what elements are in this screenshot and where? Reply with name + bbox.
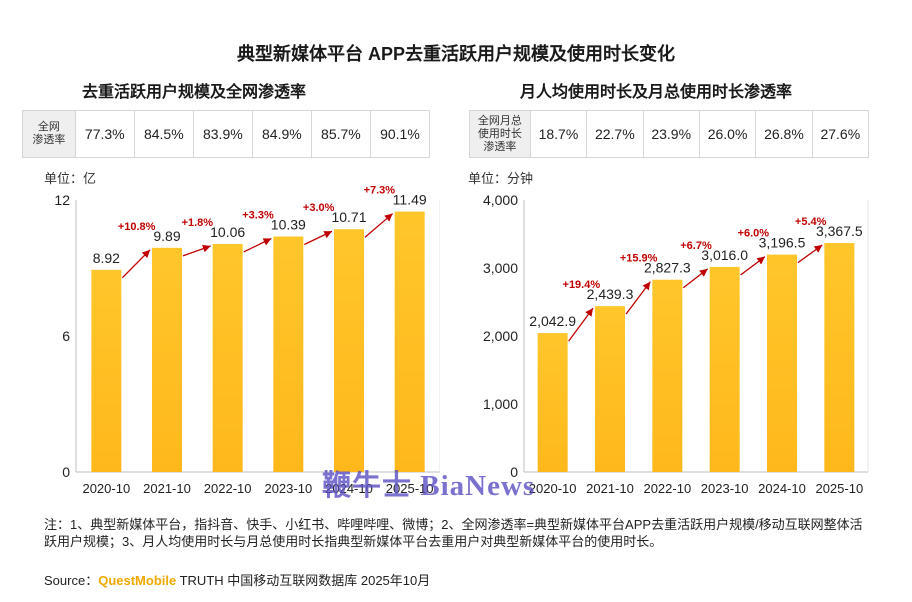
left-chart-subtitle: 去重活跃用户规模及全网渗透率	[82, 84, 307, 101]
left-penetration-value: 85.7%	[310, 111, 370, 157]
source-prefix: Source：	[44, 573, 99, 588]
x-tick-label: 2023-10	[701, 481, 749, 496]
growth-arrow	[243, 237, 272, 253]
right-bar-chart: 0 1,000 2,000 3,000 4,000 2,042.9 2020-10 2,439…	[483, 192, 869, 496]
footnote: 注：1、典型新媒体平台，指抖音、快手、小红书、哔哩哔哩、微博；2、全网渗透率=典…	[44, 517, 863, 549]
x-tick-label: 2023-10	[264, 481, 312, 496]
left-bar-chart: 0 6 12 8.92 2020-10 9.89 2021-10 10.06 2022-10 10…	[54, 185, 440, 496]
y-tick-label: 4,000	[483, 192, 518, 208]
left-penetration-value: 84.9%	[251, 111, 311, 157]
bar	[394, 211, 425, 472]
bar-value-label: 11.49	[393, 192, 427, 208]
growth-label: +3.3%	[242, 209, 274, 221]
bar	[212, 243, 243, 472]
right-penetration-value: 18.7%	[529, 111, 586, 157]
bar-value-label: 3,367.5	[816, 223, 863, 239]
x-tick-label: 2024-10	[325, 481, 373, 496]
y-tick-label: 1,000	[483, 396, 518, 412]
x-tick-label: 2022-10	[643, 481, 691, 496]
growth-arrow	[740, 256, 766, 276]
bar	[595, 306, 625, 472]
left-penetration-value: 83.9%	[192, 111, 252, 157]
growth-arrow	[182, 244, 211, 257]
x-tick-label: 2021-10	[143, 481, 191, 496]
left-unit-label: 单位：亿	[44, 171, 97, 186]
right-penetration-value: 22.7%	[586, 111, 642, 157]
left-penetration-value: 90.1%	[369, 111, 429, 157]
growth-label: +3.0%	[303, 202, 335, 214]
x-tick-label: 2022-10	[204, 481, 252, 496]
bar-value-label: 2,439.3	[587, 286, 634, 302]
growth-arrow	[364, 213, 394, 238]
growth-label: +19.4%	[563, 279, 601, 291]
bar	[91, 269, 122, 472]
growth-label: +6.7%	[680, 240, 712, 252]
source-line: Source：QuestMobile TRUTH 中国移动互联网数据库 2025…	[44, 570, 430, 589]
growth-arrow	[797, 244, 823, 264]
bar	[537, 333, 568, 472]
right-penetration-value: 23.9%	[642, 111, 699, 157]
bar-value-label: 3,196.5	[759, 235, 806, 251]
right-unit-label: 单位：分钟	[468, 171, 534, 186]
left-penetration-header: 全网 渗透率	[23, 111, 75, 157]
left-penetration-value: 77.3%	[74, 111, 134, 157]
y-tick-label: 0	[510, 464, 518, 480]
y-tick-label: 0	[62, 464, 70, 480]
right-penetration-table: 全网月总 使用时长 渗透率 18.7% 22.7% 23.9% 26.0% 26.8…	[469, 110, 869, 158]
right-chart-subtitle: 月人均使用时长及月总使用时长渗透率	[520, 84, 793, 101]
bar-value-label: 8.92	[93, 250, 120, 266]
growth-label: +1.8%	[182, 217, 214, 229]
right-penetration-value: 27.6%	[811, 111, 868, 157]
growth-arrow	[121, 249, 151, 279]
bar	[152, 247, 182, 472]
growth-arrow	[304, 230, 333, 246]
source-rest: TRUTH 中国移动互联网数据库 2025年10月	[176, 573, 431, 588]
bar-value-label: 2,827.3	[644, 260, 691, 276]
y-tick-label: 2,000	[483, 328, 518, 344]
right-penetration-header: 全网月总 使用时长 渗透率	[470, 111, 530, 157]
bar	[273, 236, 304, 472]
x-tick-label: 2025-10	[815, 481, 863, 496]
x-tick-label: 2025-10	[386, 481, 434, 496]
x-tick-label: 2020-10	[82, 481, 130, 496]
growth-label: +15.9%	[620, 253, 658, 265]
growth-label: +6.0%	[738, 228, 770, 240]
growth-label: +10.8%	[118, 221, 156, 233]
left-penetration-table: 全网 渗透率 77.3% 84.5% 83.9% 84.9% 85.7% 90.1…	[22, 110, 430, 158]
growth-arrow	[625, 281, 651, 315]
watermark-text: 鞭牛士 BiaNews	[322, 470, 536, 502]
y-tick-label: 3,000	[483, 260, 518, 276]
chart-main-title: 典型新媒体平台 APP去重活跃用户规模及使用时长变化	[236, 44, 675, 64]
growth-arrow	[682, 268, 709, 289]
growth-label: +5.4%	[795, 216, 827, 228]
bar-value-label: 10.06	[210, 224, 245, 240]
right-penetration-value: 26.0%	[698, 111, 755, 157]
x-tick-label: 2020-10	[529, 481, 577, 496]
bar	[767, 254, 797, 472]
bar-value-label: 9.89	[153, 228, 180, 244]
bar	[709, 266, 740, 472]
bar-value-label: 2,042.9	[529, 313, 576, 329]
bar-value-label: 3,016.0	[701, 247, 748, 263]
right-penetration-value: 26.8%	[755, 111, 811, 157]
bar	[334, 229, 364, 472]
source-brand: QuestMobile	[98, 573, 177, 588]
growth-label: +7.3%	[364, 185, 396, 197]
y-tick-label: 6	[62, 328, 70, 344]
left-penetration-value: 84.5%	[133, 111, 193, 157]
y-tick-label: 12	[54, 192, 70, 208]
growth-arrow	[568, 307, 594, 342]
bar	[824, 243, 855, 472]
x-tick-label: 2024-10	[758, 481, 806, 496]
bar-value-label: 10.39	[271, 216, 306, 232]
bar-value-label: 10.71	[331, 209, 366, 225]
bar	[652, 279, 683, 472]
x-tick-label: 2021-10	[586, 481, 634, 496]
